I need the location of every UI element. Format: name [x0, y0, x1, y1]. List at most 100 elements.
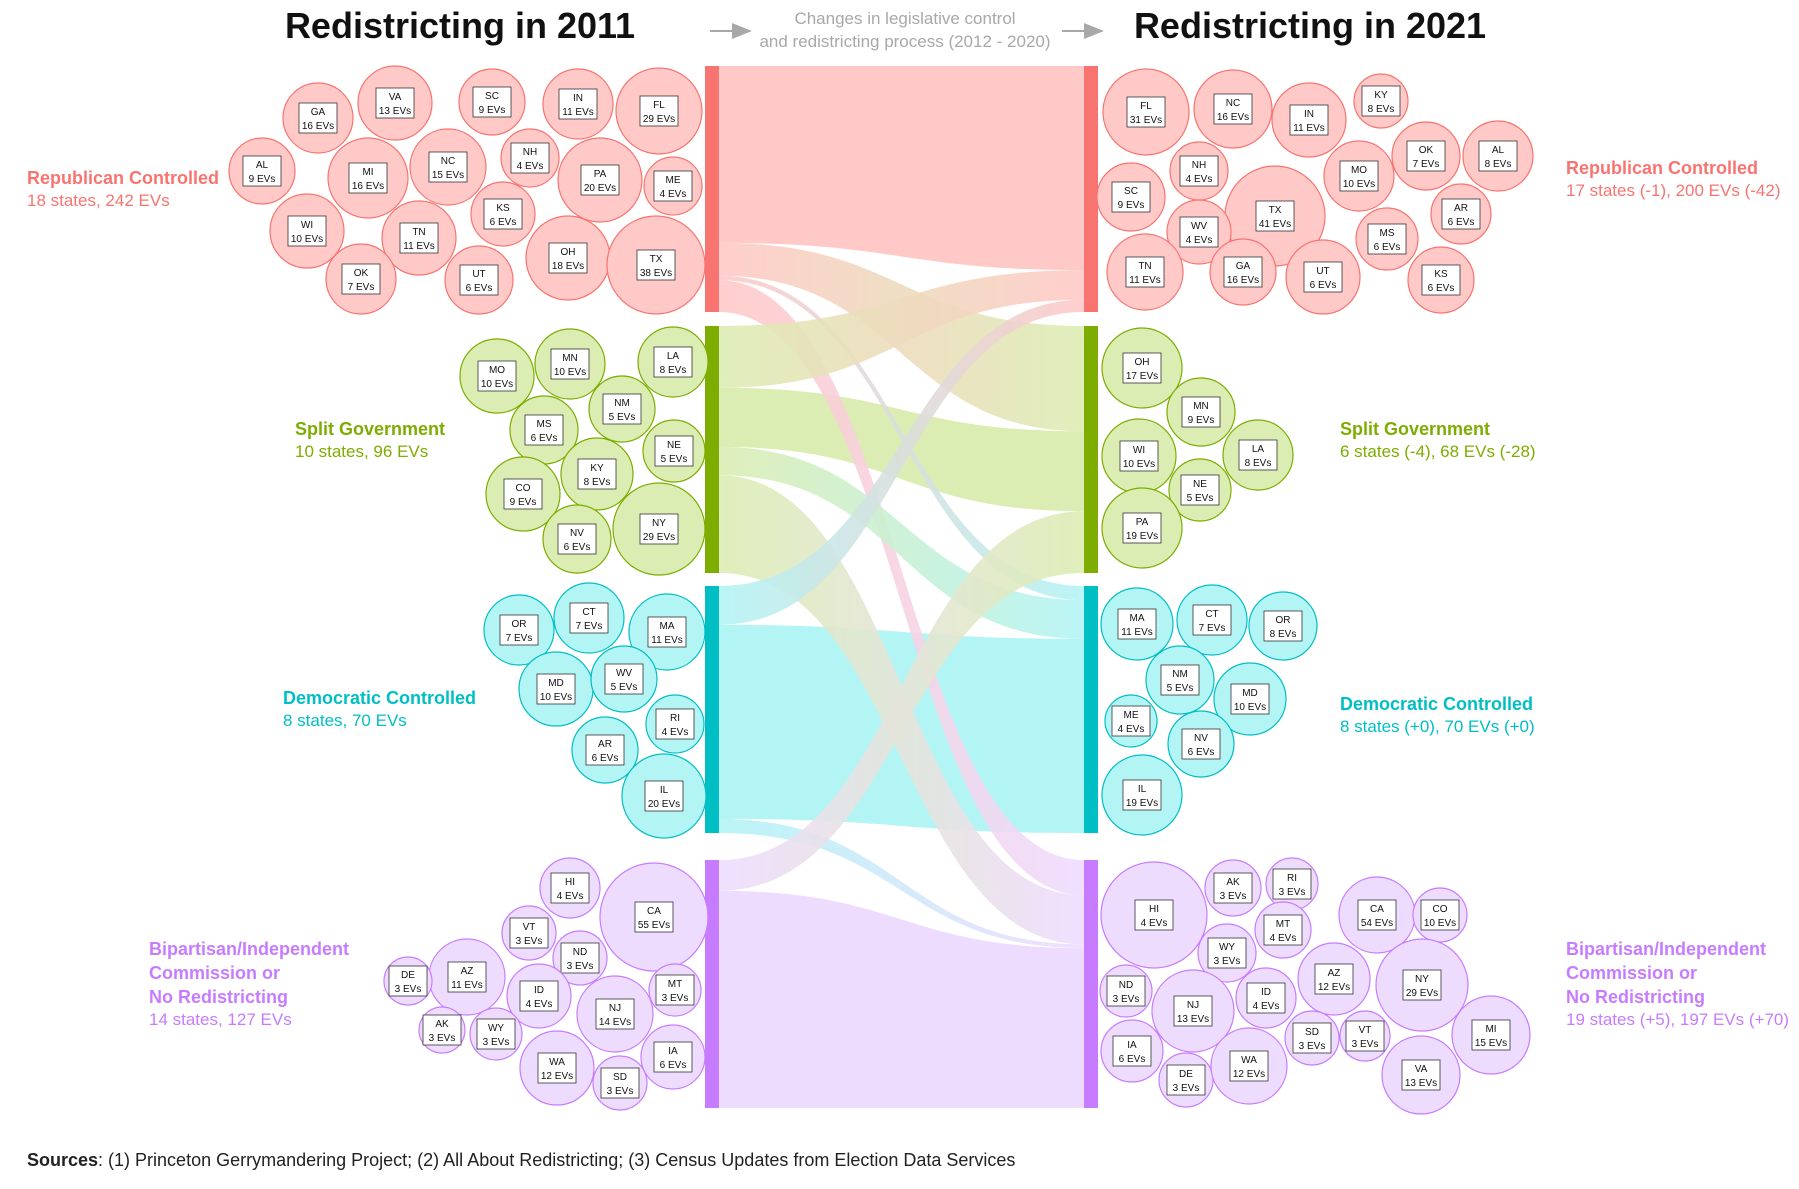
flow-split-to-republican [719, 270, 1084, 388]
state-evs: 3 EVs [1173, 1083, 1200, 1094]
state-bubble-2021-ga: GA 16 EVs [1209, 238, 1277, 306]
bubble-label-box [422, 1014, 462, 1046]
state-abbr: TX [650, 254, 663, 265]
state-bubble-2021-ut: UT 6 EVs [1285, 239, 1361, 315]
state-abbr: NE [1193, 479, 1207, 490]
state-abbr: OH [561, 247, 576, 258]
state-evs: 3 EVs [483, 1037, 510, 1048]
state-abbr: CT [582, 607, 595, 618]
state-abbr: NC [441, 156, 455, 167]
state-evs: 20 EVs [584, 183, 616, 194]
bubble-label-box [1213, 872, 1253, 904]
flow-republican-to-republican [719, 66, 1084, 271]
state-abbr: OR [1276, 615, 1291, 626]
state-bubble-2021-ne: NE 5 EVs [1168, 458, 1232, 522]
title-2011: Redistricting in 2011 [285, 5, 635, 46]
bubble-label-box [399, 222, 439, 254]
state-abbr: MS [537, 419, 552, 430]
state-evs: 7 EVs [1413, 159, 1440, 170]
state-bubble-2011-mo: MO 10 EVs [459, 338, 535, 414]
state-bubble-2011-tn: TN 11 EVs [381, 200, 457, 276]
state-evs: 10 EVs [481, 379, 513, 390]
group-name: Bipartisan/Independent [149, 939, 349, 959]
state-bubble-2011-ak: AK 3 EVs [418, 1006, 466, 1054]
state-evs: 4 EVs [660, 189, 687, 200]
state-abbr: KY [1374, 90, 1388, 101]
bubble-label-box [519, 980, 559, 1012]
state-abbr: ID [534, 985, 544, 996]
group-label-2021-split: Split Government 6 states (-4), 68 EVs (-… [1340, 419, 1536, 461]
state-evs: 55 EVs [638, 920, 670, 931]
bubble-label-box [644, 780, 684, 812]
bubble-label-box [558, 88, 598, 120]
state-bubble-2021-ak: AK 3 EVs [1204, 859, 1262, 917]
state-abbr: NM [1172, 669, 1188, 680]
state-abbr: AZ [1328, 968, 1341, 979]
state-bubble-2011-vt: VT 3 EVs [501, 905, 557, 961]
group-name: No Redistricting [149, 987, 288, 1007]
state-abbr: FL [653, 100, 665, 111]
state-evs: 6 EVs [1119, 1054, 1146, 1065]
state-evs: 3 EVs [1279, 887, 1306, 898]
state-bubble-2011-nj: NJ 14 EVs [576, 975, 654, 1053]
bubble-label-box [388, 965, 428, 997]
state-evs: 8 EVs [1485, 159, 1512, 170]
state-bubble-2021-nd: ND 3 EVs [1099, 964, 1153, 1018]
state-abbr: OH [1135, 357, 1150, 368]
flow-republican-to-democratic [719, 275, 1084, 601]
bubble-label-box [537, 1052, 577, 1084]
group-stats: 17 states (-1), 200 EVs (-42) [1566, 181, 1780, 200]
state-bubble-2011-nc: NC 15 EVs [409, 128, 487, 206]
bubble-label-box [1238, 439, 1278, 471]
bubble-label-box [1173, 995, 1213, 1027]
state-bubble-2021-nv: NV 6 EVs [1167, 710, 1235, 778]
node-bar-2021-commission [1084, 860, 1098, 1108]
state-abbr: NJ [609, 1003, 621, 1014]
state-bubble-2011-ma: MA 11 EVs [628, 593, 706, 671]
state-evs: 11 EVs [403, 241, 435, 252]
bubble-label-box [447, 961, 487, 993]
state-abbr: WV [616, 668, 632, 679]
state-evs: 11 EVs [1121, 627, 1153, 638]
state-bubble-2011-ne: NE 5 EVs [642, 419, 706, 483]
group-name: No Redistricting [1566, 987, 1705, 1007]
state-bubble-2011-id: ID 4 EVs [506, 963, 572, 1029]
state-bubble-2011-ga: GA 16 EVs [282, 82, 354, 154]
title-2021: Redistricting in 2021 [1134, 5, 1486, 46]
state-bubble-2021-ma: MA 11 EVs [1100, 587, 1174, 661]
state-evs: 9 EVs [510, 497, 537, 508]
state-bubble-2011-ms: MS 6 EVs [509, 395, 579, 465]
bubble-label-box [1303, 261, 1343, 293]
group-name: Bipartisan/Independent [1566, 939, 1766, 959]
state-abbr: ND [573, 947, 587, 958]
state-abbr: PA [1136, 517, 1149, 528]
state-abbr: AK [1226, 877, 1240, 888]
state-bubble-2011-oh: OH 18 EVs [525, 215, 611, 301]
state-evs: 41 EVs [1259, 219, 1291, 230]
state-bubble-2011-ca: CA 55 EVs [599, 862, 709, 972]
state-abbr: MA [660, 621, 675, 632]
bubble-label-box [595, 998, 635, 1030]
state-bubble-2011-il: IL 20 EVs [621, 753, 707, 839]
bubble-label-box [654, 435, 694, 467]
bubble-label-box [569, 602, 609, 634]
bubble-label-box [1420, 899, 1460, 931]
group-stats: 10 states, 96 EVs [295, 442, 428, 461]
bubble-label-box [639, 513, 679, 545]
state-evs: 4 EVs [526, 999, 553, 1010]
state-bubble-2011-ut: UT 6 EVs [444, 245, 514, 315]
state-abbr: AL [1492, 145, 1505, 156]
bubble-label-box [1345, 1020, 1385, 1052]
state-evs: 5 EVs [611, 682, 638, 693]
bubble-label-box [636, 249, 676, 281]
state-abbr: DE [401, 970, 415, 981]
state-abbr: MD [1242, 688, 1258, 699]
state-abbr: SD [1305, 1027, 1319, 1038]
state-bubble-2021-nh: NH 4 EVs [1169, 141, 1229, 201]
state-bubble-2021-sc: SC 9 EVs [1096, 162, 1166, 232]
flow-commission-to-split [719, 511, 1084, 891]
state-abbr: OK [354, 268, 369, 279]
state-abbr: OR [512, 619, 527, 630]
bubble-label-box [1122, 779, 1162, 811]
state-bubble-2021-ct: CT 7 EVs [1176, 584, 1248, 656]
